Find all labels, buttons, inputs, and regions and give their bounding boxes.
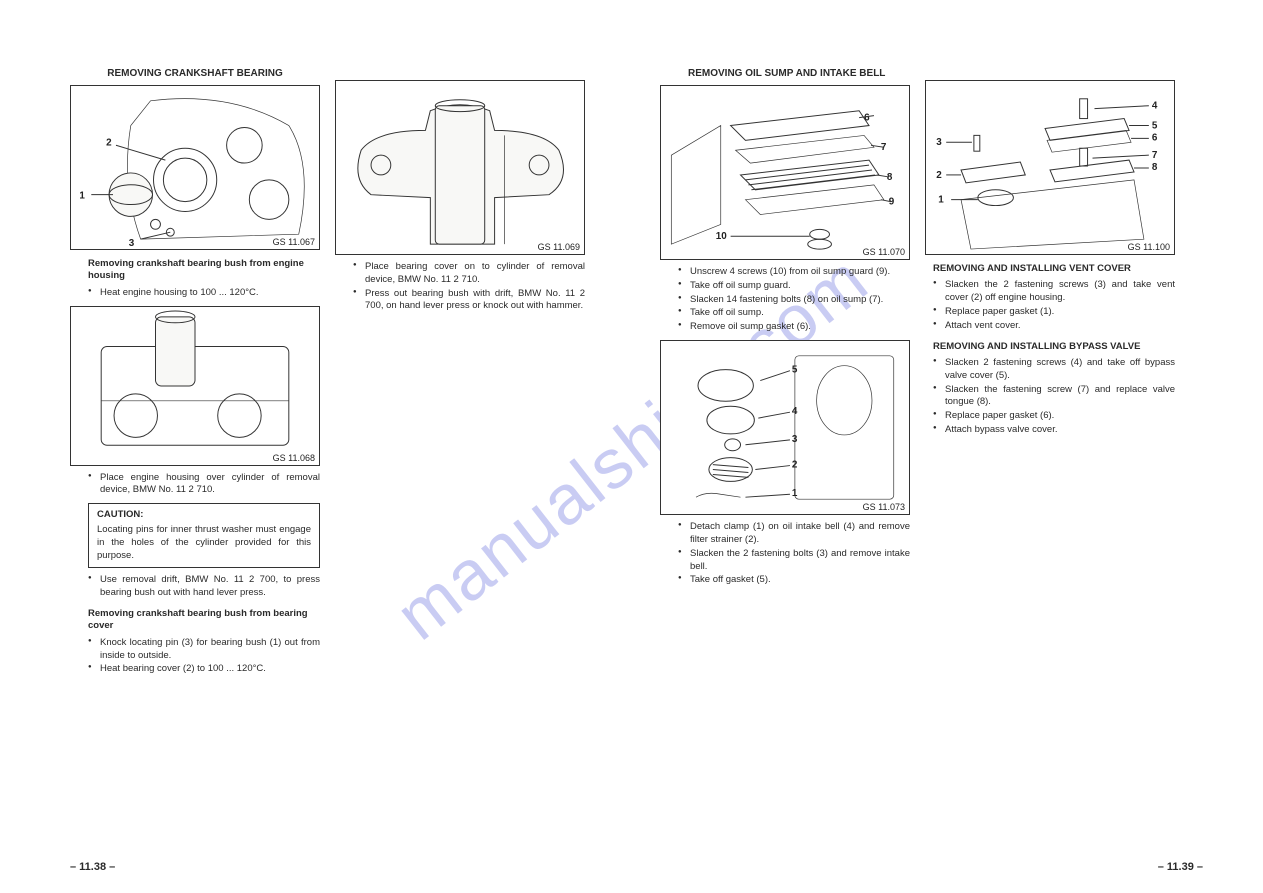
figure-tag: GS 11.068 <box>273 453 315 463</box>
svg-text:4: 4 <box>792 406 798 417</box>
svg-text:3: 3 <box>129 238 135 249</box>
figure-gs-11-069: GS 11.069 <box>335 80 585 255</box>
svg-text:3: 3 <box>936 137 942 148</box>
svg-text:1: 1 <box>938 195 944 206</box>
bullet-list: Unscrew 4 screws (10) from oil sump guar… <box>678 266 910 334</box>
list-item: Heat engine housing to 100 ... 120°C. <box>88 287 320 300</box>
svg-text:6: 6 <box>1152 132 1158 143</box>
bullet-list: Slacken 2 fastening screws (4) and take … <box>933 357 1175 437</box>
list-item: Slacken the fastening screw (7) and repl… <box>933 384 1175 410</box>
list-item: Heat bearing cover (2) to 100 ... 120°C. <box>88 663 320 676</box>
svg-text:2: 2 <box>792 460 798 471</box>
svg-text:2: 2 <box>106 137 112 148</box>
list-item: Unscrew 4 screws (10) from oil sump guar… <box>678 266 910 279</box>
page-number-left: – 11.38 – <box>70 861 115 873</box>
caution-box: CAUTION: Locating pins for inner thrust … <box>88 503 320 568</box>
bullet-list: Detach clamp (1) on oil intake bell (4) … <box>678 521 910 587</box>
svg-text:5: 5 <box>1152 120 1158 131</box>
list-item: Slacken the 2 fastening screws (3) and t… <box>933 279 1175 305</box>
svg-text:9: 9 <box>889 197 895 208</box>
svg-text:3: 3 <box>792 434 798 445</box>
list-item: Detach clamp (1) on oil intake bell (4) … <box>678 521 910 547</box>
bullet-list: Use removal drift, BMW No. 11 2 700, to … <box>88 574 320 600</box>
svg-text:2: 2 <box>936 170 942 181</box>
list-item: Attach bypass valve cover. <box>933 424 1175 437</box>
figure-tag: GS 11.067 <box>273 237 315 247</box>
list-item: Take off gasket (5). <box>678 574 910 587</box>
list-item: Attach vent cover. <box>933 320 1175 333</box>
figure-tag: GS 11.073 <box>863 502 905 512</box>
left-col-2: GS 11.069 Place bearing cover on to cyli… <box>335 60 585 319</box>
list-item: Slacken the 2 fastening bolts (3) and re… <box>678 548 910 574</box>
left-col-1: REMOVING CRANKSHAFT BEARING 1 2 3 GS 11.… <box>70 60 320 682</box>
list-item: Take off oil sump. <box>678 307 910 320</box>
svg-text:4: 4 <box>1152 101 1158 112</box>
list-item: Take off oil sump guard. <box>678 280 910 293</box>
svg-text:8: 8 <box>887 172 893 183</box>
caution-body: Locating pins for inner thrust washer mu… <box>97 524 311 562</box>
figure-gs-11-070: 6 7 8 9 10 GS 11.070 <box>660 85 910 260</box>
svg-text:8: 8 <box>1152 162 1158 173</box>
svg-text:10: 10 <box>716 231 727 242</box>
section-title: REMOVING CRANKSHAFT BEARING <box>70 68 320 79</box>
bullet-list: Slacken the 2 fastening screws (3) and t… <box>933 279 1175 332</box>
figure-gs-11-073: 5 4 3 2 1 GS 11.073 <box>660 340 910 515</box>
right-col-1: REMOVING OIL SUMP AND INTAKE BELL 6 7 8 … <box>660 60 910 593</box>
list-item: Place engine housing over cylinder of re… <box>88 472 320 498</box>
figure-gs-11-067: 1 2 3 GS 11.067 <box>70 85 320 250</box>
svg-text:5: 5 <box>792 365 798 376</box>
bullet-list: Place bearing cover on to cylinder of re… <box>353 261 585 313</box>
subsection-title: Removing crankshaft bearing bush from en… <box>88 258 320 283</box>
list-item: Press out bearing bush with drift, BMW N… <box>353 288 585 314</box>
figure-gs-11-068: GS 11.068 <box>70 306 320 466</box>
bullet-list: Place engine housing over cylinder of re… <box>88 472 320 498</box>
list-item: Remove oil sump gasket (6). <box>678 321 910 334</box>
list-item: Replace paper gasket (1). <box>933 306 1175 319</box>
bullet-list: Heat engine housing to 100 ... 120°C. <box>88 287 320 300</box>
svg-text:7: 7 <box>1152 150 1158 161</box>
bullet-list: Knock locating pin (3) for bearing bush … <box>88 637 320 676</box>
right-col-2: 4 5 6 7 8 3 2 1 GS 11.100 REMOVING AND I… <box>925 60 1175 443</box>
svg-text:6: 6 <box>864 113 870 124</box>
section-title: REMOVING AND INSTALLING BYPASS VALVE <box>933 341 1175 353</box>
svg-text:1: 1 <box>792 488 798 499</box>
subsection-title: Removing crankshaft bearing bush from be… <box>88 608 320 633</box>
list-item: Place bearing cover on to cylinder of re… <box>353 261 585 287</box>
figure-tag: GS 11.070 <box>863 247 905 257</box>
list-item: Replace paper gasket (6). <box>933 410 1175 423</box>
section-title: REMOVING OIL SUMP AND INTAKE BELL <box>688 68 910 79</box>
list-item: Use removal drift, BMW No. 11 2 700, to … <box>88 574 320 600</box>
list-item: Slacken 2 fastening screws (4) and take … <box>933 357 1175 383</box>
list-item: Knock locating pin (3) for bearing bush … <box>88 637 320 663</box>
list-item: Slacken 14 fastening bolts (8) on oil su… <box>678 294 910 307</box>
figure-gs-11-100: 4 5 6 7 8 3 2 1 GS 11.100 <box>925 80 1175 255</box>
svg-text:7: 7 <box>881 142 887 153</box>
caution-title: CAUTION: <box>97 509 311 522</box>
figure-tag: GS 11.069 <box>538 242 580 252</box>
figure-tag: GS 11.100 <box>1128 242 1170 252</box>
section-title: REMOVING AND INSTALLING VENT COVER <box>933 263 1175 275</box>
page-number-right: – 11.39 – <box>1158 861 1203 873</box>
svg-text:1: 1 <box>79 191 85 202</box>
